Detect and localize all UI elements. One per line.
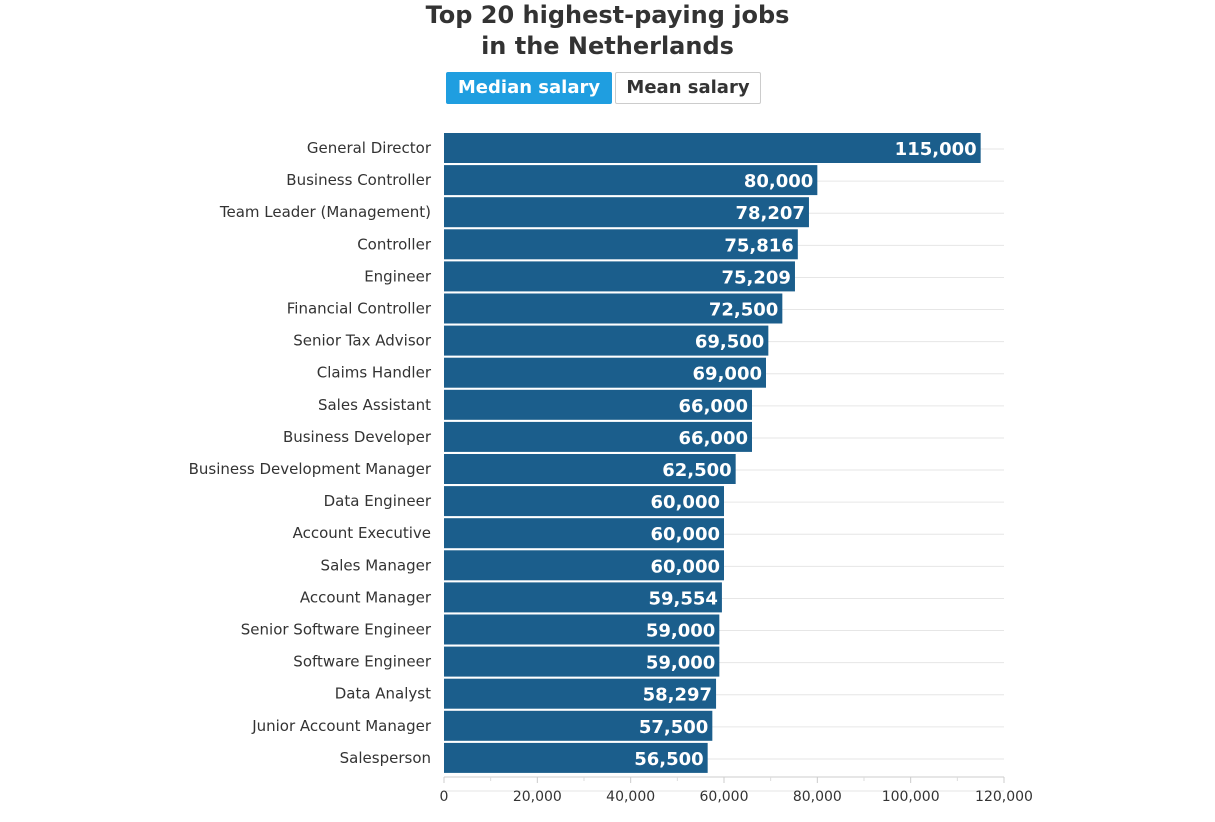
bar[interactable]: [444, 518, 724, 549]
data-label: 72,500: [709, 300, 778, 321]
data-label: 66,000: [679, 396, 748, 417]
bar[interactable]: [444, 486, 724, 517]
category-label: Data Engineer: [324, 492, 432, 510]
x-tick-label: 0: [440, 789, 449, 805]
data-label: 59,554: [648, 588, 717, 609]
median-salary-button[interactable]: Median salary: [446, 72, 612, 104]
category-label-layer: General Director Business Controller Team …: [189, 139, 432, 767]
data-label: 69,500: [695, 332, 764, 353]
data-label: 59,000: [646, 653, 715, 674]
x-tick-label: 40,000: [606, 789, 655, 805]
bar[interactable]: [444, 710, 713, 741]
chart-title-line2: in the Netherlands: [481, 32, 734, 60]
x-tick-label: 60,000: [700, 789, 749, 805]
category-label: Account Executive: [293, 524, 431, 542]
category-label: Business Developer: [283, 428, 432, 446]
category-label: Sales Assistant: [318, 396, 431, 414]
category-label: General Director: [307, 139, 432, 157]
bar[interactable]: [444, 742, 708, 773]
bar[interactable]: [444, 325, 769, 356]
bar[interactable]: [444, 165, 818, 196]
data-label: 60,000: [651, 524, 720, 545]
bar[interactable]: [444, 678, 717, 709]
data-label: 78,207: [735, 203, 804, 224]
x-tick-label: 20,000: [513, 789, 562, 805]
bar-layer: [444, 133, 981, 773]
data-label: 75,209: [722, 267, 791, 288]
category-label: Software Engineer: [293, 653, 432, 671]
value-label-layer: 115,000 80,000 78,207 75,816 75,209 72,500 69,…: [634, 139, 976, 770]
data-label: 75,816: [724, 235, 793, 256]
data-label: 69,000: [693, 364, 762, 385]
category-label: Sales Manager: [321, 556, 432, 574]
data-label: 59,000: [646, 621, 715, 642]
data-label: 66,000: [679, 428, 748, 449]
bar[interactable]: [444, 454, 736, 484]
data-label: 56,500: [634, 749, 703, 770]
bar[interactable]: [444, 421, 752, 452]
bar[interactable]: [444, 133, 981, 163]
bar[interactable]: [444, 229, 798, 260]
chart-title-line1: Top 20 highest-paying jobs: [425, 1, 790, 29]
bar[interactable]: [444, 646, 720, 677]
category-label: Junior Account Manager: [251, 717, 432, 735]
data-label: 62,500: [662, 460, 731, 481]
category-label: Business Development Manager: [189, 460, 432, 478]
category-label: Team Leader (Management): [219, 203, 431, 221]
bar[interactable]: [444, 357, 766, 388]
bar[interactable]: [444, 197, 809, 228]
data-label: 60,000: [651, 556, 720, 577]
category-label: Business Controller: [286, 171, 432, 189]
category-label: Data Analyst: [335, 685, 431, 703]
data-label: 80,000: [744, 171, 813, 192]
bar[interactable]: [444, 261, 795, 292]
x-tick-label: 120,000: [975, 789, 1033, 805]
bar[interactable]: [444, 293, 783, 324]
data-label: 115,000: [895, 139, 977, 160]
category-label: Claims Handler: [317, 364, 432, 382]
category-label: Senior Tax Advisor: [293, 332, 432, 350]
x-axis: 0 20,000 40,000 60,000 80,000 100,000 120,000: [440, 776, 1033, 805]
category-label: Salesperson: [340, 749, 431, 767]
data-label: 58,297: [643, 685, 712, 706]
bar[interactable]: [444, 582, 722, 613]
category-label: Account Manager: [300, 588, 432, 606]
category-label: Engineer: [364, 267, 432, 285]
x-tick-label: 80,000: [793, 789, 842, 805]
x-tick-label: 100,000: [882, 789, 940, 805]
data-label: 60,000: [651, 492, 720, 513]
bar[interactable]: [444, 389, 752, 420]
mean-salary-button[interactable]: Mean salary: [615, 72, 761, 104]
category-label: Senior Software Engineer: [241, 621, 432, 639]
category-label: Financial Controller: [287, 300, 432, 318]
bar[interactable]: [444, 614, 720, 645]
bar[interactable]: [444, 550, 724, 581]
data-label: 57,500: [639, 717, 708, 738]
category-label: Controller: [357, 235, 432, 253]
